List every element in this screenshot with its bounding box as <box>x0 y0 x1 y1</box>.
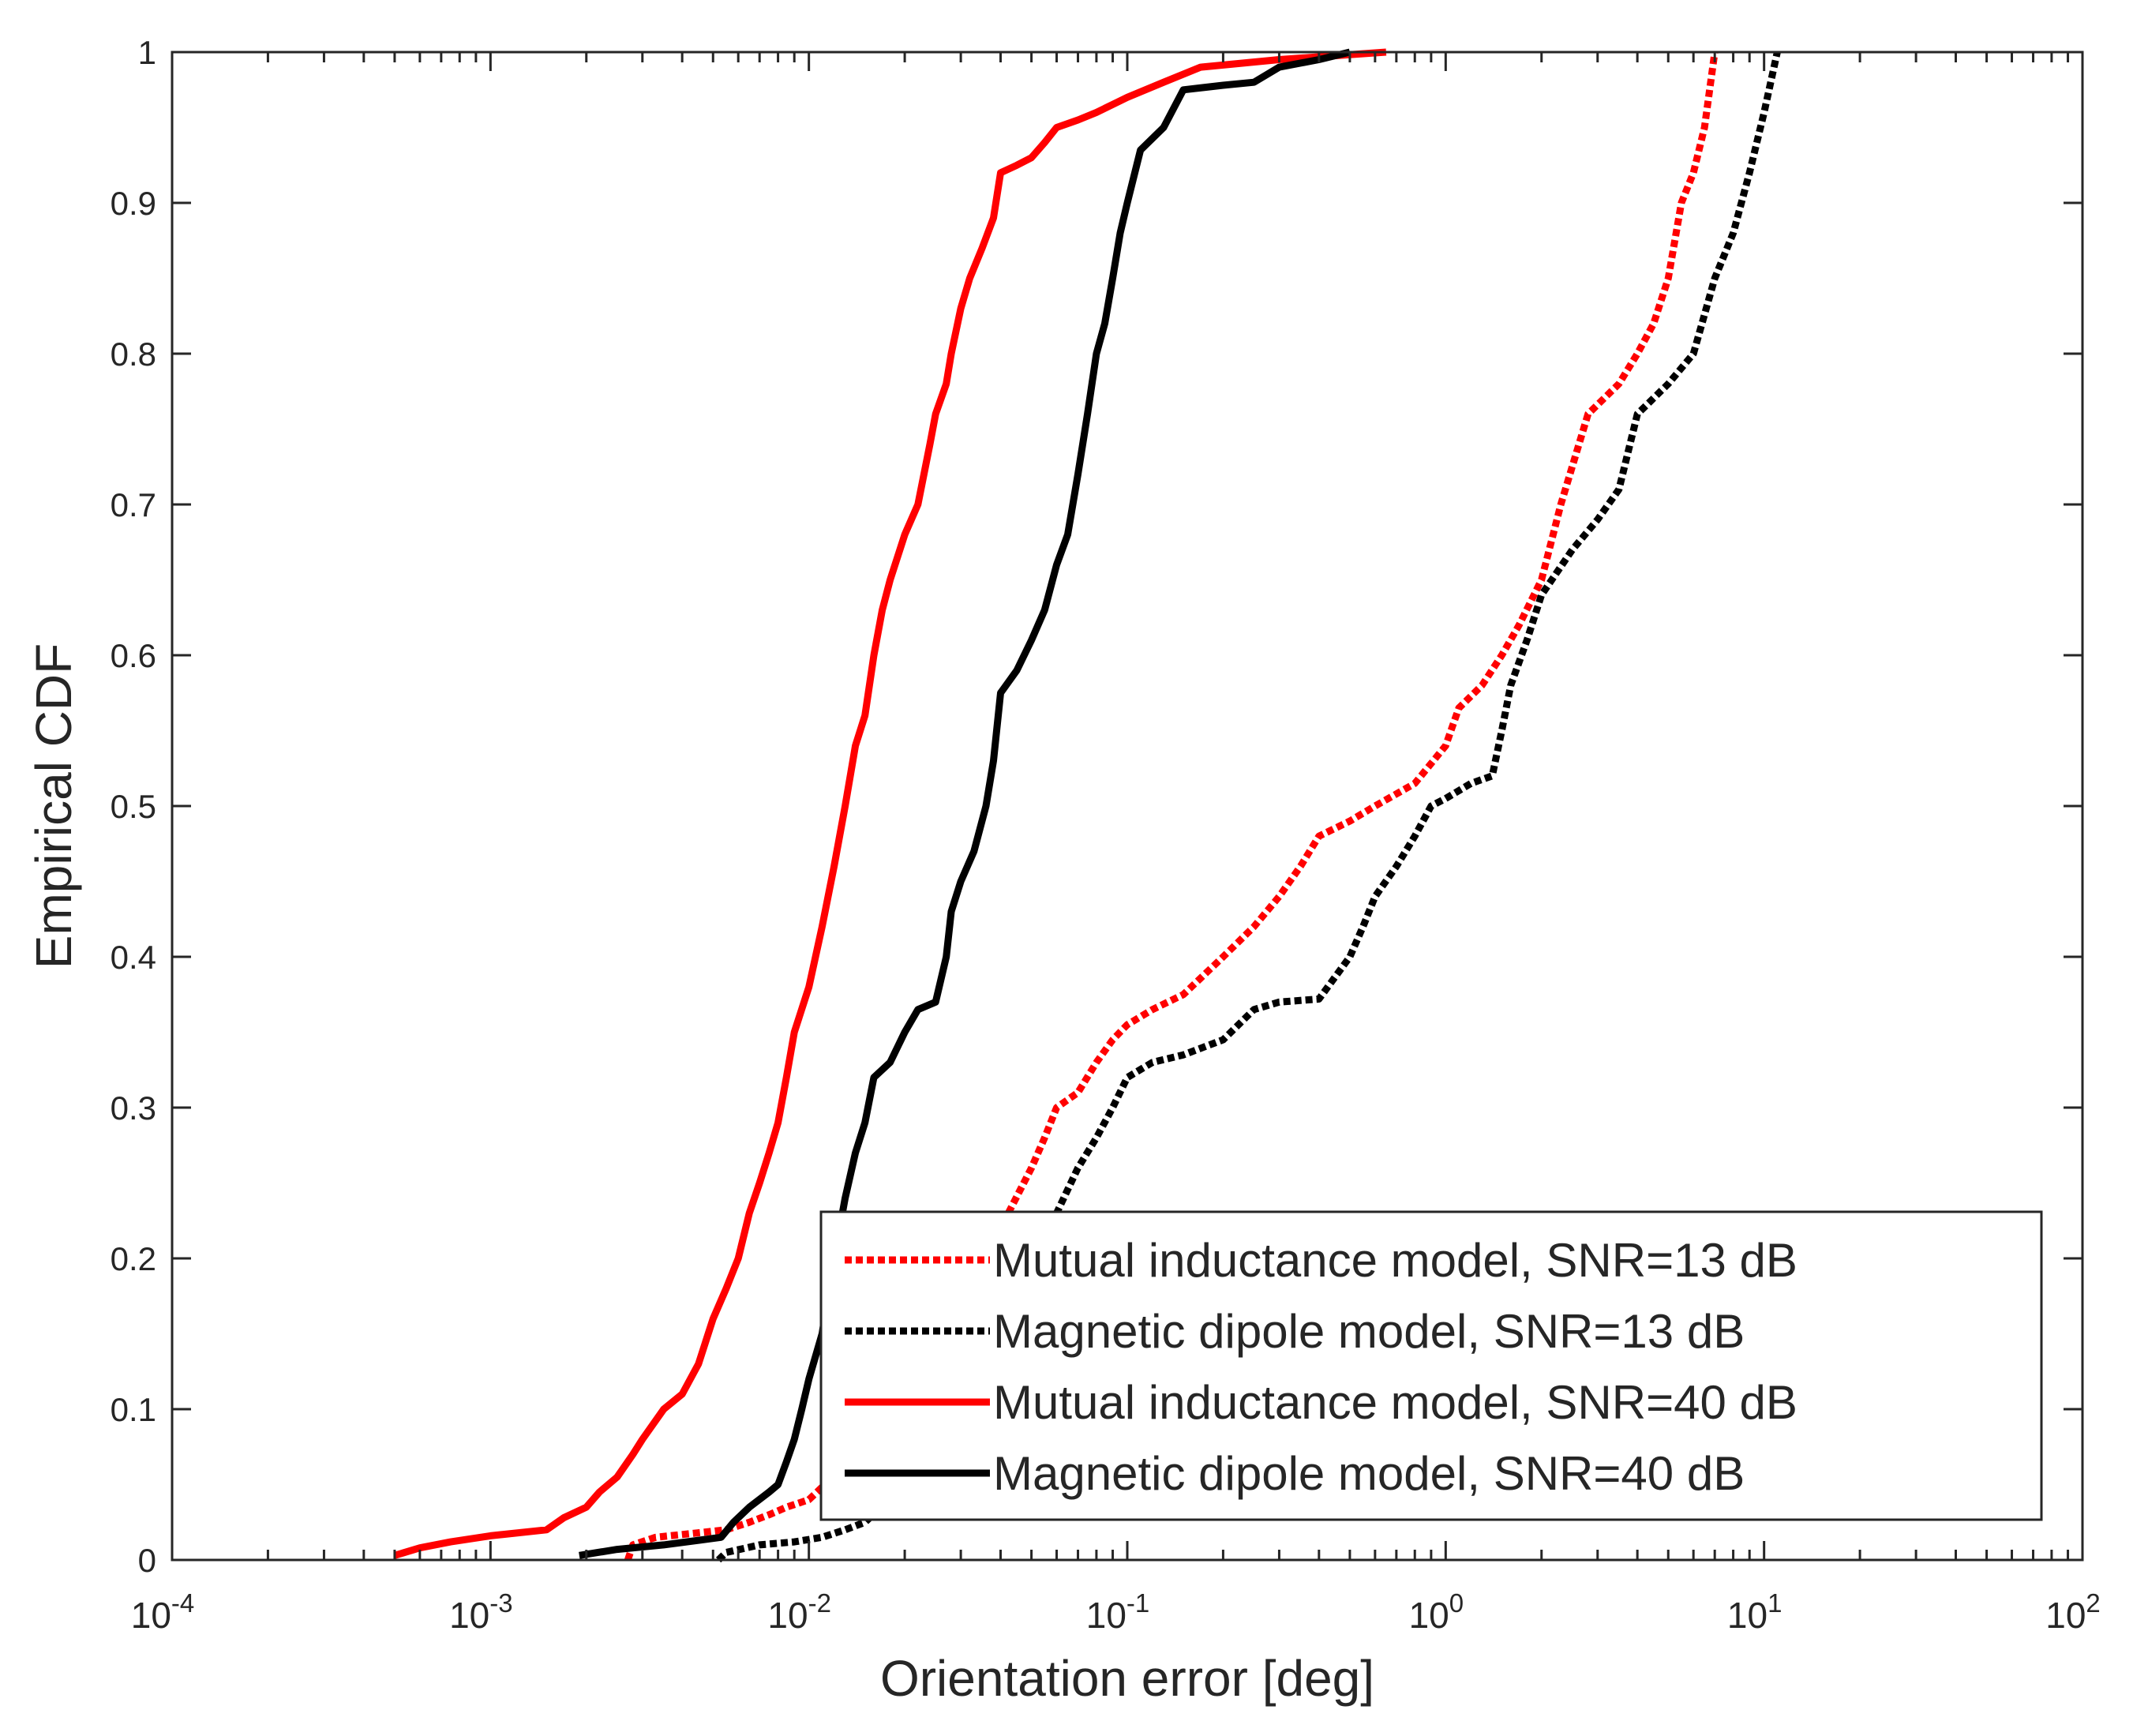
y-tick-label-6: 0.6 <box>111 637 156 674</box>
y-tick-label-3: 0.3 <box>111 1089 156 1127</box>
y-tick-label-10: 1 <box>138 34 156 71</box>
series-line-3 <box>579 48 1351 1559</box>
legend-box <box>819 1210 2043 1521</box>
x-tick-label-4: 100 <box>1409 1588 1464 1636</box>
series-line-2 <box>393 48 1387 1559</box>
legend-label-0: Mutual inductance model, SNR=13 dB <box>993 1234 1797 1287</box>
x-tick-label-2: 10-2 <box>767 1588 831 1636</box>
y-tick-label-5: 0.5 <box>111 788 156 825</box>
x-tick-label-3: 10-1 <box>1086 1588 1150 1636</box>
legend-label-3: Magnetic dipole model, SNR=40 dB <box>993 1447 1745 1500</box>
x-tick-label-5: 101 <box>1727 1588 1782 1636</box>
y-tick-label-2: 0.2 <box>111 1240 156 1277</box>
legend-label-2: Mutual inductance model, SNR=40 dB <box>993 1376 1797 1429</box>
y-tick-label-7: 0.7 <box>111 486 156 523</box>
legend-label-1: Magnetic dipole model, SNR=13 dB <box>993 1305 1745 1358</box>
y-tick-label-8: 0.8 <box>111 336 156 373</box>
y-tick-label-1: 0.1 <box>111 1391 156 1428</box>
y-axis-label: Empirical CDF <box>25 643 82 969</box>
y-tick-labels: 0 0.1 0.2 0.3 0.4 0.5 0.6 0.7 0.8 0.9 1 <box>111 34 156 1579</box>
legend: Mutual inductance model, SNR=13 dB Magnet… <box>819 1210 2043 1521</box>
plot-frame <box>171 51 2084 1562</box>
y-tick-label-0: 0 <box>138 1542 156 1579</box>
x-tick-label-6: 102 <box>2045 1588 2101 1636</box>
x-axis-label: Orientation error [deg] <box>880 1650 1374 1707</box>
series-line-1 <box>715 51 1781 1563</box>
y-tick-label-4: 0.4 <box>111 939 156 976</box>
x-tick-label-0: 10-4 <box>131 1588 195 1636</box>
x-tick-labels: 10-4 10-3 10-2 10-1 100 101 102 <box>131 1588 2101 1636</box>
y-tick-label-9: 0.9 <box>111 185 156 222</box>
series-line-0 <box>624 51 1719 1562</box>
series-layer <box>393 48 1781 1563</box>
x-tick-label-1: 10-3 <box>449 1588 513 1636</box>
